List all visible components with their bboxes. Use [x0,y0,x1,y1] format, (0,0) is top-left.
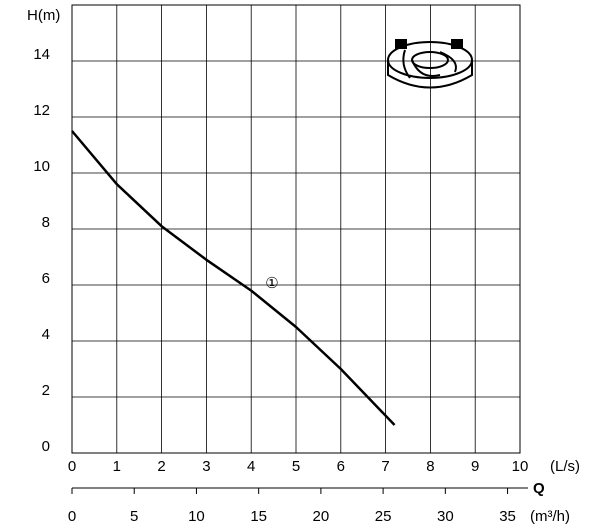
x2-tick-label: 35 [499,508,516,525]
curve-annotation: ① [265,275,278,292]
y-tick-label: 6 [42,270,50,287]
x-tick-label: 8 [426,458,434,475]
x-tick-label: 2 [157,458,165,475]
x2-tick-label: 0 [68,508,76,525]
y-tick-label: 2 [42,382,50,399]
x-tick-label: 9 [471,458,479,475]
x2-axis-name: Q [533,480,545,497]
x2-tick-label: 20 [313,508,330,525]
x2-tick-label: 5 [130,508,138,525]
x2-tick-label: 30 [437,508,454,525]
x2-axis-label: (m³/h) [530,508,570,525]
y-tick-label: 4 [42,326,50,343]
x-tick-label: 5 [292,458,300,475]
x2-tick-label: 25 [375,508,392,525]
y-tick-label: 14 [33,46,50,63]
x-tick-label: 3 [202,458,210,475]
x-tick-label: 10 [512,458,529,475]
curve [71,130,396,426]
y-axis-label: H(m) [27,7,60,24]
x-tick-label: 6 [337,458,345,475]
y-tick-label: 0 [42,438,50,455]
x-tick-label: 0 [68,458,76,475]
x-axis-label: (L/s) [550,458,580,475]
y-tick-label: 10 [33,158,50,175]
y-tick-label: 12 [33,102,50,119]
x-tick-label: 4 [247,458,255,475]
x-tick-label: 1 [113,458,121,475]
y-tick-label: 8 [42,214,50,231]
x2-tick-label: 15 [250,508,267,525]
x-tick-label: 7 [381,458,389,475]
x2-tick-label: 10 [188,508,205,525]
